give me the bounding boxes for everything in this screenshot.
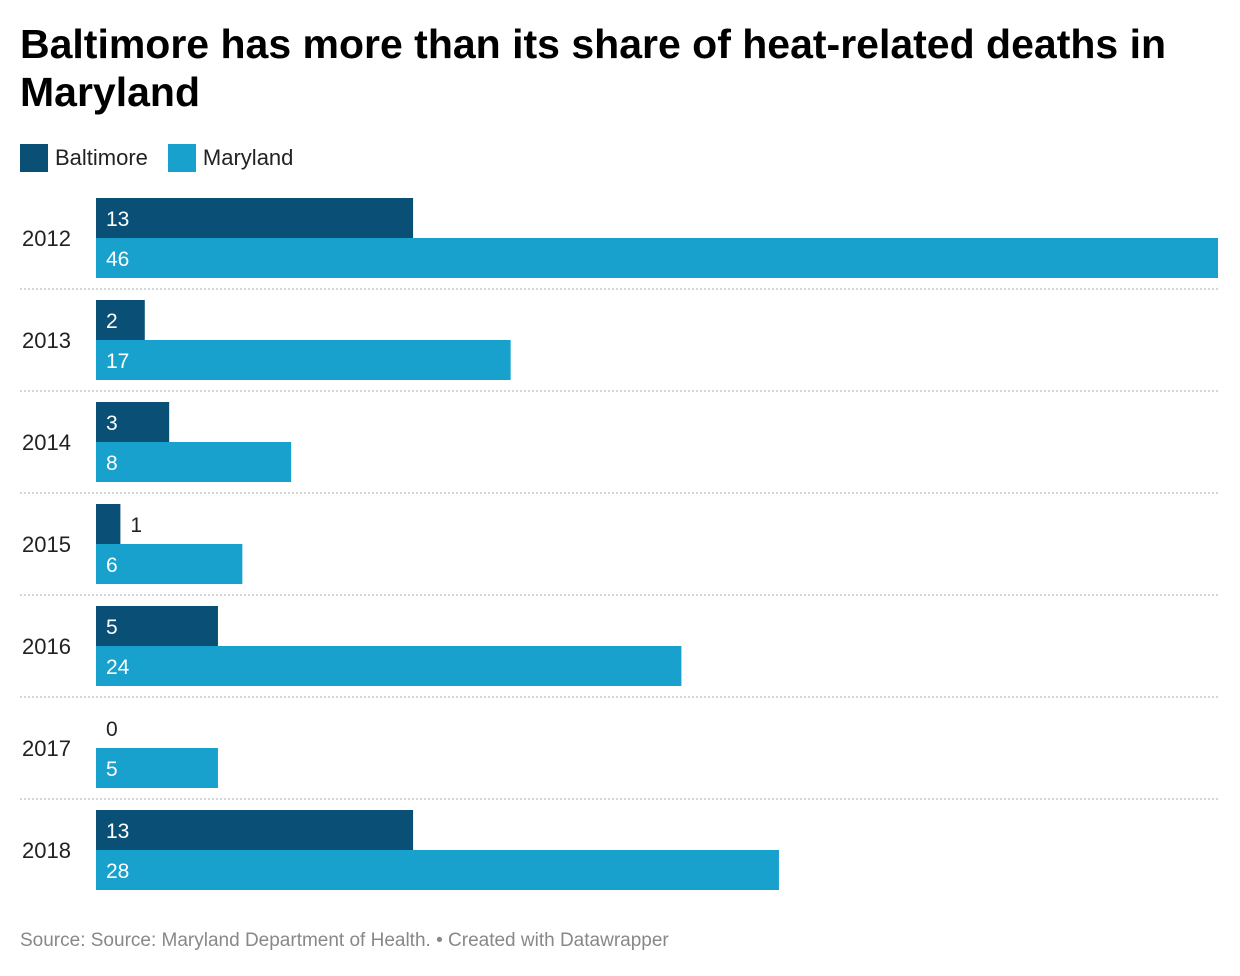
bar-maryland-2012 xyxy=(96,238,1218,278)
data-label: 3 xyxy=(106,412,118,435)
bar-baltimore-2018 xyxy=(96,810,414,850)
legend-label-maryland: Maryland xyxy=(202,145,294,170)
legend-label-baltimore: Baltimore xyxy=(55,145,148,170)
category-label: 2016 xyxy=(22,634,71,659)
category-label: 2014 xyxy=(22,430,71,455)
data-label: 5 xyxy=(106,616,118,639)
category-label: 2013 xyxy=(22,328,71,353)
category-label: 2015 xyxy=(22,532,71,557)
data-label: 8 xyxy=(106,452,118,475)
bar-maryland-2014 xyxy=(96,442,292,482)
legend: Baltimore Maryland xyxy=(20,144,313,172)
chart-title: Baltimore has more than its share of hea… xyxy=(20,21,1167,115)
legend-item-baltimore: Baltimore xyxy=(20,144,148,172)
bar-maryland-2018 xyxy=(96,850,779,890)
category-label: 2017 xyxy=(22,736,71,761)
data-label: 13 xyxy=(106,820,129,843)
bar-baltimore-2016 xyxy=(96,606,218,646)
legend-swatch-maryland xyxy=(167,144,196,172)
bar-baltimore-2013 xyxy=(96,300,145,340)
legend-item-maryland: Maryland xyxy=(167,144,294,172)
data-label: 0 xyxy=(106,718,118,741)
data-label: 28 xyxy=(106,860,129,883)
data-label: 46 xyxy=(106,248,129,271)
bar-baltimore-2015 xyxy=(96,504,121,544)
legend-swatch-baltimore xyxy=(20,144,48,172)
data-label: 1 xyxy=(130,514,142,537)
data-label: 13 xyxy=(106,208,129,231)
data-label: 24 xyxy=(106,656,130,679)
bar-baltimore-2014 xyxy=(96,402,170,442)
data-label: 5 xyxy=(106,758,118,781)
bar-maryland-2015 xyxy=(96,544,243,584)
source-note: Source: Source: Maryland Department of H… xyxy=(20,930,669,951)
bar-maryland-2013 xyxy=(96,340,511,380)
category-label: 2018 xyxy=(22,838,71,863)
data-label: 17 xyxy=(106,350,129,373)
bar-baltimore-2012 xyxy=(96,198,414,238)
bar-maryland-2016 xyxy=(96,646,682,686)
category-label: 2012 xyxy=(22,226,71,251)
bar-maryland-2017 xyxy=(96,748,218,788)
data-label: 2 xyxy=(106,310,118,333)
data-label: 6 xyxy=(106,554,118,577)
